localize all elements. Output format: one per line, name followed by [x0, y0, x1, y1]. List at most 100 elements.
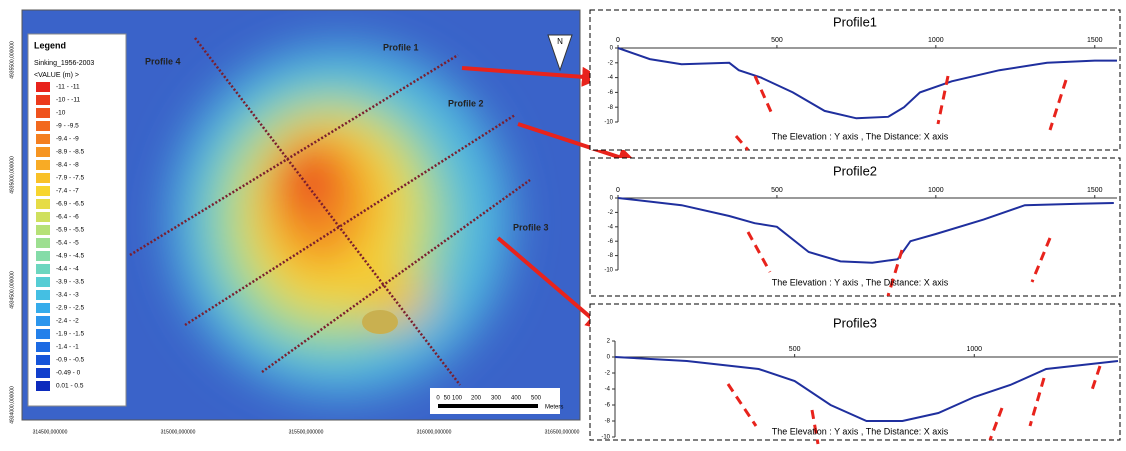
x-tick-label: 500 — [771, 187, 783, 194]
profile-annotation: The Elevation : Y axis , The Distance: X… — [772, 277, 949, 287]
scale-bar — [438, 404, 538, 408]
legend-label: -0.49 - 0 — [56, 370, 81, 377]
legend-label: -11 - -11 — [56, 84, 80, 91]
legend-label: -7.9 - -7.5 — [56, 175, 85, 182]
y-tick-label: -2 — [605, 371, 611, 377]
legend-label: -3.9 - -3.5 — [56, 279, 85, 286]
legend-swatch — [36, 303, 50, 313]
figure: Legend Sinking_1956-2003 <VALUE (m) > N … — [0, 0, 1126, 446]
legend-label: -1.9 - -1.5 — [56, 331, 85, 338]
profile-box — [590, 10, 1120, 150]
legend-swatch — [36, 329, 50, 339]
legend-swatch — [36, 134, 50, 144]
legend-label: -1.4 - -1 — [56, 344, 79, 351]
y-tick-label: -6 — [608, 239, 614, 245]
legend-field: <VALUE (m) > — [34, 72, 79, 79]
y-tick-label: -8 — [608, 105, 614, 111]
legend-swatch — [36, 238, 50, 248]
legend-label: -9.4 - -9 — [56, 136, 79, 143]
x-coord: 316500,000000 — [545, 429, 580, 435]
scale-label: 300 — [491, 396, 502, 402]
scale-label: 100 — [452, 396, 463, 402]
legend-swatch — [36, 212, 50, 222]
x-tick-label: 500 — [789, 346, 801, 353]
legend-swatch — [36, 368, 50, 378]
north-label: N — [557, 37, 563, 46]
y-tick-label: -8 — [608, 253, 614, 259]
legend-swatch — [36, 316, 50, 326]
legend-label: -6.4 - -6 — [56, 214, 79, 221]
scale-label: 200 — [471, 396, 482, 402]
legend-title: Legend — [34, 40, 66, 50]
y-tick-label: -4 — [608, 224, 614, 230]
legend-swatch — [36, 199, 50, 209]
x-tick-label: 0 — [616, 37, 620, 44]
profile-title: Profile1 — [833, 14, 877, 29]
x-coord: 316000,000000 — [417, 429, 452, 435]
x-coord: 315000,000000 — [161, 429, 196, 435]
profile-label: Profile 4 — [145, 56, 181, 66]
legend-swatch — [36, 173, 50, 183]
x-tick-label: 1000 — [966, 346, 982, 353]
y-tick-label: -6 — [605, 403, 611, 409]
x-tick-label: 1000 — [928, 187, 944, 194]
y-tick-label: -10 — [604, 268, 613, 274]
legend-label: -7.4 - -7 — [56, 188, 79, 195]
legend-swatch — [36, 277, 50, 287]
profile-box — [590, 158, 1120, 296]
legend-label: -4.4 - -4 — [56, 266, 79, 273]
legend-swatch — [36, 147, 50, 157]
legend-swatch — [36, 95, 50, 105]
y-coord: 4934000,000000 — [9, 386, 15, 424]
x-coord: 315500,000000 — [289, 429, 324, 435]
y-coord: 4934500,000000 — [9, 271, 15, 309]
legend-swatch — [36, 264, 50, 274]
profile-annotation: The Elevation : Y axis , The Distance: X… — [772, 131, 949, 141]
legend-label: -8.4 - -8 — [56, 162, 79, 169]
y-tick-label: -2 — [608, 60, 614, 66]
legend-swatch — [36, 290, 50, 300]
x-tick-label: 0 — [616, 187, 620, 194]
y-coord: 4935000,000000 — [9, 156, 15, 194]
scale-unit: Meters — [545, 405, 563, 411]
legend-label: -2.9 - -2.5 — [56, 305, 85, 312]
x-tick-label: 1500 — [1087, 37, 1103, 44]
legend-swatch — [36, 186, 50, 196]
page: Legend Sinking_1956-2003 <VALUE (m) > N … — [0, 0, 1126, 451]
legend-swatch — [36, 251, 50, 261]
profile-title: Profile3 — [833, 315, 877, 330]
legend-swatch — [36, 160, 50, 170]
x-tick-label: 1000 — [928, 37, 944, 44]
y-tick-label: -2 — [608, 210, 614, 216]
scale-label: 500 — [531, 396, 542, 402]
y-tick-label: -4 — [608, 75, 614, 81]
legend-swatch — [36, 108, 50, 118]
x-tick-label: 1500 — [1087, 187, 1103, 194]
legend-label: 0.01 - 0.5 — [56, 383, 84, 390]
y-tick-label: -4 — [605, 387, 611, 393]
legend-swatch — [36, 381, 50, 391]
scale-label: 50 — [444, 396, 451, 402]
scale-label: 400 — [511, 396, 522, 402]
profile-label: Profile 3 — [513, 222, 549, 232]
y-tick-label: -10 — [601, 435, 610, 441]
lake — [362, 310, 398, 334]
legend-label: -2.4 - -2 — [56, 318, 79, 325]
legend-label: -9 - -9.5 — [56, 123, 79, 130]
profile-label: Profile 2 — [448, 98, 484, 108]
legend-label: -6.9 - -6.5 — [56, 201, 85, 208]
legend-swatch — [36, 121, 50, 131]
legend-layer: Sinking_1956-2003 — [34, 60, 94, 67]
legend-label: -5.4 - -5 — [56, 240, 79, 247]
profile-label: Profile 1 — [383, 42, 419, 52]
y-tick-label: -6 — [608, 90, 614, 96]
legend-label: -4.9 - -4.5 — [56, 253, 85, 260]
x-coord: 314500,000000 — [33, 429, 68, 435]
legend-swatch — [36, 82, 50, 92]
legend-swatch — [36, 342, 50, 352]
legend-label: -8.9 - -8.5 — [56, 149, 85, 156]
legend-swatch — [36, 355, 50, 365]
profile-annotation: The Elevation : Y axis , The Distance: X… — [772, 426, 949, 436]
legend-label: -10 — [56, 110, 66, 117]
x-tick-label: 500 — [771, 37, 783, 44]
